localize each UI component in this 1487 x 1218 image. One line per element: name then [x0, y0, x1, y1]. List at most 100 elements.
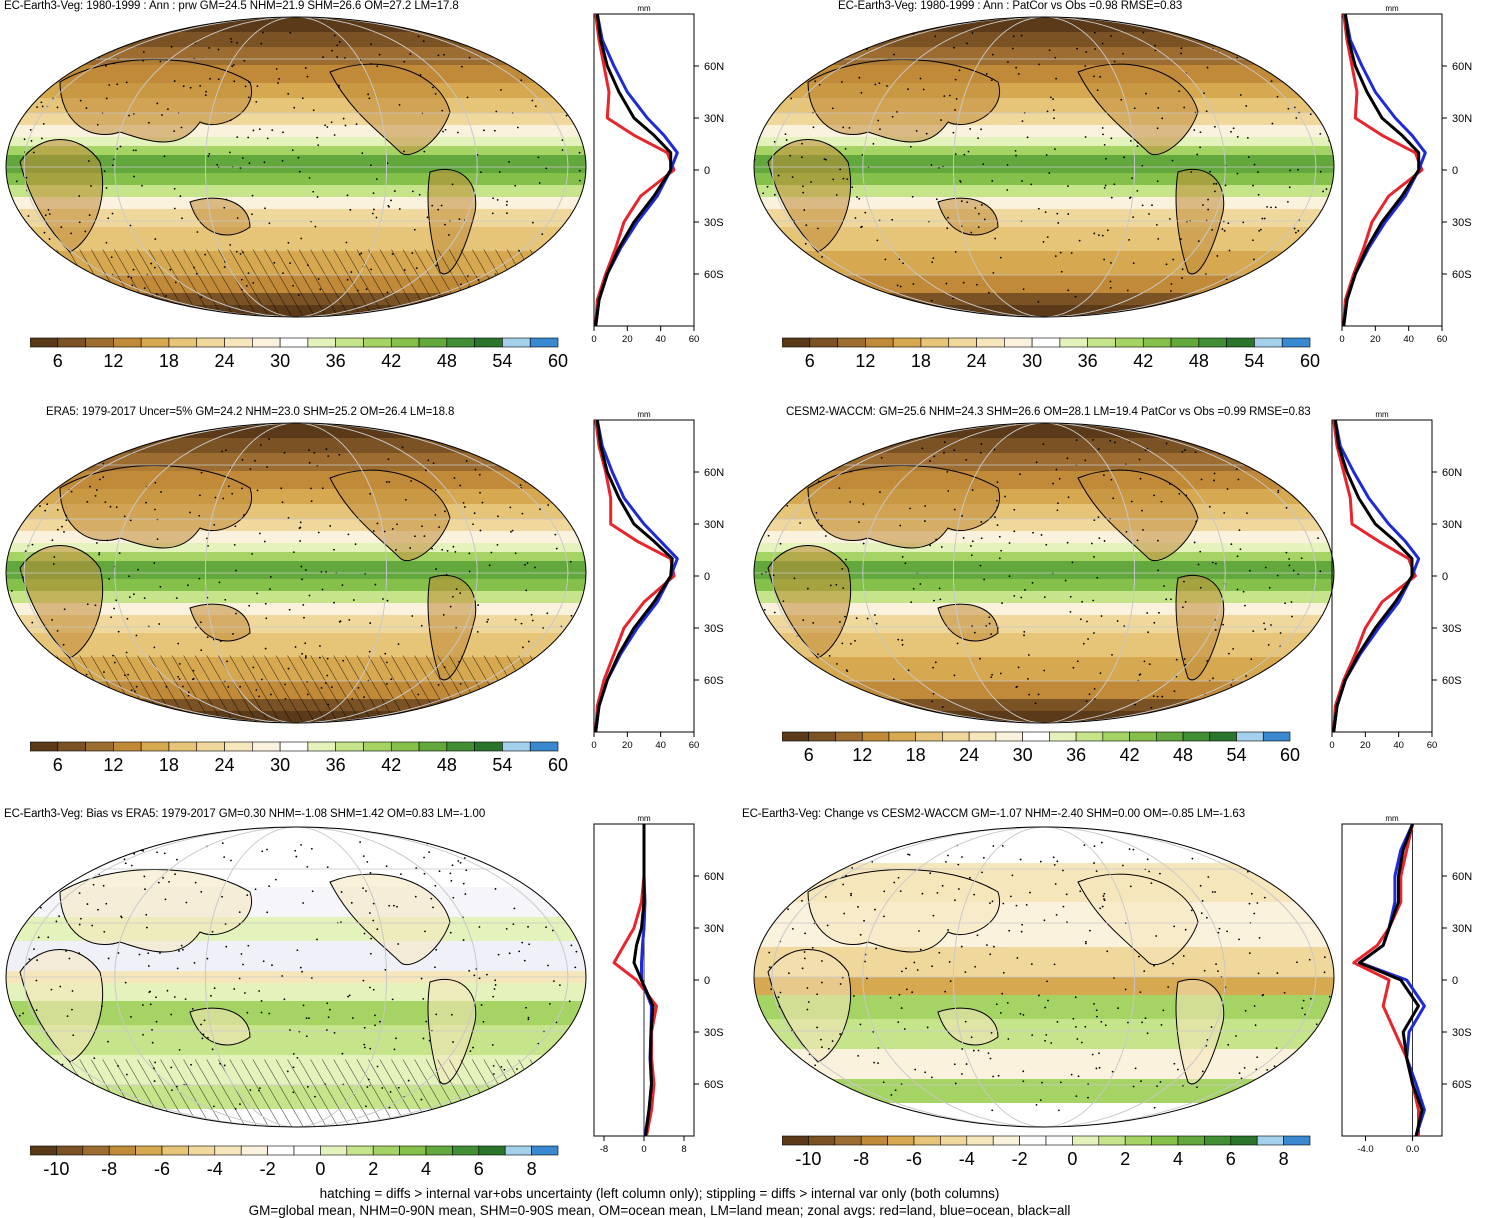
colorbar-swatch	[399, 1145, 427, 1156]
x-tick-label: 60	[1437, 334, 1448, 345]
colorbar-swatch	[30, 1145, 57, 1156]
lat-tick-label: 60S	[1442, 675, 1462, 687]
colorbar-label: -4	[207, 1159, 223, 1179]
colorbar-swatch	[168, 741, 198, 752]
zonal-frame	[593, 13, 695, 327]
panel-era5-climatology: ERA5: 1979-2017 Uncer=5% GM=24.2 NHM=23.…	[0, 402, 740, 792]
x-tick-label: 40	[1403, 334, 1414, 345]
zonal-unit-label: mm	[1375, 410, 1389, 419]
colorbar-swatch	[1236, 731, 1264, 742]
x-tick-label: 60	[1427, 740, 1438, 751]
colorbar-label: 6	[53, 351, 63, 371]
colorbar-swatch	[887, 1135, 915, 1146]
colorbar-swatch	[1256, 1135, 1284, 1146]
map	[5, 826, 587, 1128]
lat-tick-label: 0	[704, 975, 710, 987]
colorbar-swatch	[82, 1145, 110, 1156]
colorbar-label: 24	[959, 745, 979, 765]
lat-tick-label: 0	[1442, 571, 1448, 583]
lat-tick-label: 60N	[1452, 871, 1472, 883]
colorbar-swatch	[168, 337, 198, 348]
colorbar-swatch	[224, 337, 253, 348]
colorbar-label: 60	[1300, 351, 1320, 371]
colorbar-swatch	[1230, 1135, 1258, 1146]
panel-title: EC-Earth3-Veg: 1980-1999 : Ann : prw GM=…	[4, 0, 459, 12]
colorbar-label: 24	[215, 351, 235, 371]
x-tick-label: 40	[655, 334, 666, 345]
zonal-frame	[1331, 419, 1433, 733]
x-tick-label: 20	[1360, 740, 1371, 751]
lat-tick-label: 60N	[704, 61, 724, 73]
colorbar-swatch	[335, 741, 364, 752]
lat-tick-label: 30S	[704, 623, 724, 635]
colorbar-swatch	[252, 741, 281, 752]
colorbar: 612182430364248546066	[782, 731, 1300, 765]
x-tick-label: 20	[622, 740, 633, 751]
x-tick-label: 40	[1393, 740, 1404, 751]
colorbar-label: 24	[215, 755, 235, 775]
zonal-line-all	[1358, 823, 1424, 1137]
colorbar-label: 48	[437, 755, 457, 775]
colorbar-label: 0	[1067, 1149, 1077, 1169]
colorbar-label: 2	[368, 1159, 378, 1179]
panel-ec-earth3-veg-change: EC-Earth3-Veg: Change vs CESM2-WACCM GM=…	[740, 806, 1487, 1186]
colorbar-swatch	[1156, 731, 1184, 742]
lat-tick-label: 60N	[1452, 61, 1472, 73]
colorbar-swatch	[307, 741, 336, 752]
colorbar-label: -10	[43, 1159, 69, 1179]
panel-ec-earth3-veg-patcor: EC-Earth3-Veg: 1980-1999 : Ann : PatCor …	[748, 0, 1487, 390]
x-tick-label: 60	[689, 334, 700, 345]
colorbar-label: 30	[1022, 351, 1042, 371]
x-tick-label: 0	[1339, 334, 1344, 345]
colorbar-label: 60	[548, 755, 568, 775]
zonal-mean-plot: mm 60N 30N 0 30S 60S -4.0 0.0	[1341, 814, 1472, 1155]
colorbar-swatch	[452, 1145, 480, 1156]
map-field	[6, 17, 586, 317]
x-tick-label: 60	[689, 740, 700, 751]
map-border	[5, 422, 587, 724]
colorbar-swatch	[942, 731, 970, 742]
colorbar-swatch	[529, 741, 559, 752]
colorbar-swatch	[363, 741, 392, 752]
colorbar-swatch	[1031, 337, 1061, 348]
colorbar-label: 6	[1226, 1149, 1236, 1169]
colorbar-label: 42	[1120, 745, 1140, 765]
lat-tick-label: 30N	[1452, 923, 1472, 935]
colorbar-swatch	[860, 1135, 888, 1146]
colorbar-label: 24	[967, 351, 987, 371]
colorbar-label: 12	[103, 351, 123, 371]
zonal-line-all	[1342, 13, 1421, 327]
colorbar-label: -2	[260, 1159, 276, 1179]
panel-title: EC-Earth3-Veg: 1980-1999 : Ann : PatCor …	[838, 0, 1183, 12]
colorbar-swatch	[502, 337, 531, 348]
map	[753, 826, 1335, 1128]
colorbar-swatch	[1226, 337, 1255, 348]
map-border	[5, 826, 587, 1128]
colorbar-swatch	[279, 337, 309, 348]
colorbar-swatch	[992, 1135, 1020, 1146]
zonal-line-all	[594, 13, 673, 327]
colorbar-swatch	[1045, 1135, 1073, 1146]
colorbar-label: 36	[1066, 745, 1086, 765]
colorbar-swatch	[948, 337, 977, 348]
colorbar-swatch	[56, 1145, 84, 1156]
colorbar-label: 8	[1279, 1149, 1289, 1169]
colorbar-swatch	[1198, 337, 1227, 348]
panel-title: EC-Earth3-Veg: Bias vs ERA5: 1979-2017 G…	[4, 808, 486, 820]
colorbar-label: 18	[159, 755, 179, 775]
lat-tick-label: 30S	[1442, 623, 1462, 635]
lat-tick-label: 0	[1452, 975, 1458, 987]
colorbar-swatch	[140, 741, 170, 752]
colorbar-label: 48	[1173, 745, 1193, 765]
colorbar-swatch	[196, 741, 225, 752]
footer-note-2: GM=global mean, NHM=0-90N mean, SHM=0-90…	[248, 1203, 1071, 1218]
colorbar-swatch	[30, 741, 59, 752]
colorbar-swatch	[1281, 337, 1311, 348]
colorbar-swatch	[346, 1145, 374, 1156]
panel-ec-earth3-veg-climatology: EC-Earth3-Veg: 1980-1999 : Ann : prw GM=…	[0, 0, 740, 390]
colorbar-swatch	[372, 1145, 400, 1156]
x-tick-label: -8	[600, 1144, 608, 1155]
colorbar-swatch	[320, 1145, 348, 1156]
colorbar-swatch	[293, 1145, 321, 1156]
colorbar-swatch	[279, 741, 309, 752]
